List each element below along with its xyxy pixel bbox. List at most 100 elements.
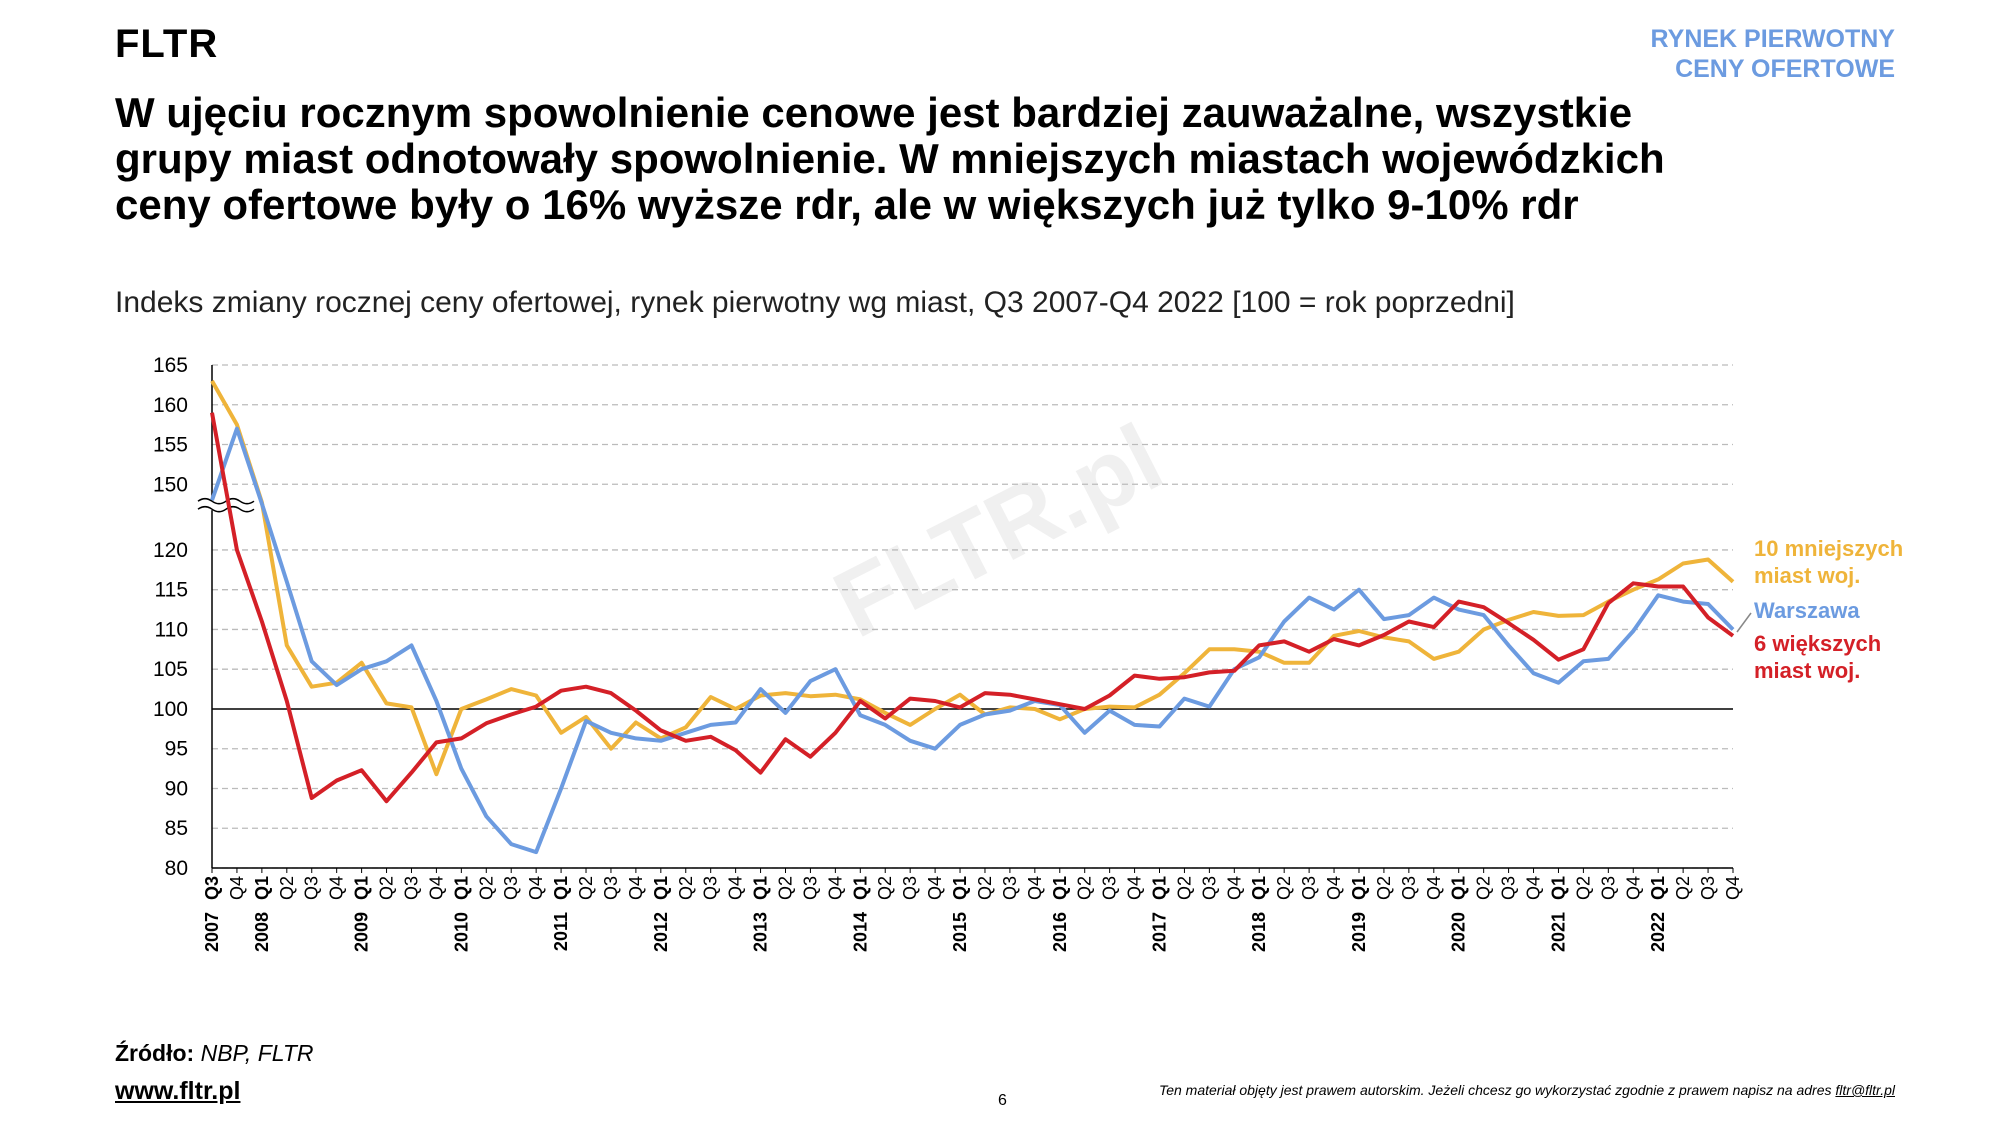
y-tick-label: 105	[153, 658, 188, 681]
x-tick-label: Q4	[925, 876, 945, 900]
section-tag: RYNEK PIERWOTNY CENY OFERTOWE	[1650, 25, 1895, 83]
year-label: 2018	[1249, 912, 1269, 952]
x-tick-label: Q4	[526, 876, 546, 900]
x-tick-label: Q1	[1548, 876, 1568, 900]
x-tick-label: Q3	[202, 876, 222, 900]
y-tick-label: 120	[153, 539, 188, 562]
x-tick-label: Q4	[726, 876, 746, 900]
year-label: 2014	[850, 912, 870, 952]
year-label: 2021	[1548, 912, 1568, 952]
year-label: 2020	[1449, 912, 1469, 952]
x-tick-label: Q2	[1374, 876, 1394, 900]
year-label: 2013	[751, 912, 771, 952]
y-tick-label: 90	[165, 777, 188, 800]
axis-break	[197, 497, 255, 505]
x-tick-label: Q4	[1025, 876, 1045, 900]
series-line	[210, 379, 1735, 777]
x-tick-label: Q1	[950, 876, 970, 900]
x-tick-label: Q1	[1648, 876, 1668, 900]
x-tick-label: Q3	[1698, 876, 1718, 900]
x-tick-label: Q3	[1100, 876, 1120, 900]
x-tick-label: Q1	[551, 876, 571, 900]
source-text: NBP, FLTR	[200, 1040, 314, 1066]
x-tick-label: Q3	[302, 876, 322, 900]
x-tick-label: Q1	[751, 876, 771, 900]
x-tick-label: Q2	[875, 876, 895, 900]
x-tick-label: Q2	[775, 876, 795, 900]
x-tick-label: Q3	[1199, 876, 1219, 900]
x-tick-label: Q1	[1249, 876, 1269, 900]
x-tick-label: Q1	[850, 876, 870, 900]
x-tick-label: Q3	[1499, 876, 1519, 900]
year-label: 2010	[451, 912, 471, 952]
year-label: 2022	[1648, 912, 1668, 952]
year-label: 2019	[1349, 912, 1369, 952]
x-tick-label: Q4	[426, 876, 446, 900]
brand: FLTR	[115, 22, 219, 66]
leader-line	[1736, 612, 1752, 633]
x-tick-label: Q4	[1424, 876, 1444, 900]
x-tick-label: Q1	[1449, 876, 1469, 900]
series-label: 6 większych miast woj.	[1754, 631, 1882, 683]
y-tick-label: 85	[165, 817, 188, 840]
x-tick-label: Q3	[401, 876, 421, 900]
source: Źródło: NBP, FLTR	[115, 1040, 314, 1067]
footer-text: Ten materiał objęty jest prawem autorski…	[1158, 1082, 1836, 1098]
x-tick-label: Q2	[1474, 876, 1494, 900]
x-tick-label: Q2	[277, 876, 297, 900]
series-label: 10 mniejszych miast woj.	[1754, 536, 1904, 588]
x-tick-label: Q3	[900, 876, 920, 900]
series-line	[210, 426, 1735, 855]
x-tick-label: Q4	[1125, 876, 1145, 900]
x-tick-label: Q4	[626, 876, 646, 900]
y-tick-label: 110	[155, 618, 188, 641]
x-tick-label: Q2	[1274, 876, 1294, 900]
series-label: Warszawa	[1754, 598, 1860, 623]
x-tick-label: Q2	[377, 876, 397, 900]
x-tick-label: Q2	[676, 876, 696, 900]
footer-email[interactable]: fltr@fltr.pl	[1835, 1082, 1895, 1098]
year-label: 2012	[651, 912, 671, 952]
series-line	[210, 412, 1735, 804]
x-tick-label: Q3	[800, 876, 820, 900]
y-tick-label: 155	[153, 434, 188, 457]
year-label: 2008	[252, 912, 272, 952]
x-tick-label: Q2	[975, 876, 995, 900]
x-tick-label: Q3	[601, 876, 621, 900]
x-tick-label: Q4	[327, 876, 347, 900]
x-tick-label: Q4	[1524, 876, 1544, 900]
x-tick-label: Q4	[825, 876, 845, 900]
y-tick-label: 160	[153, 394, 188, 417]
watermark: FLTR.pl	[818, 404, 1179, 658]
axis-break	[197, 505, 255, 513]
x-tick-label: Q3	[701, 876, 721, 900]
year-label: 2016	[1050, 912, 1070, 952]
x-tick-label: Q3	[1399, 876, 1419, 900]
x-tick-label: Q4	[227, 876, 247, 900]
x-tick-label: Q4	[1723, 876, 1743, 900]
year-label: 2007	[202, 912, 222, 952]
website[interactable]: www.fltr.pl	[115, 1077, 241, 1105]
x-tick-label: Q1	[352, 876, 372, 900]
x-tick-label: Q2	[576, 876, 596, 900]
x-tick-label: Q1	[1050, 876, 1070, 900]
x-tick-label: Q2	[1573, 876, 1593, 900]
source-label: Źródło:	[115, 1040, 195, 1066]
page-number: 6	[998, 1092, 1007, 1109]
x-tick-label: Q3	[501, 876, 521, 900]
x-tick-label: Q2	[1174, 876, 1194, 900]
x-tick-label: Q1	[651, 876, 671, 900]
footer-note: Ten materiał objęty jest prawem autorski…	[1159, 1082, 1895, 1098]
y-tick-label: 95	[165, 738, 188, 761]
chart-title: W ujęciu rocznym spowolnienie cenowe jes…	[115, 89, 1665, 228]
x-tick-label: Q4	[1623, 876, 1643, 900]
x-tick-label: Q3	[1598, 876, 1618, 900]
x-tick-label: Q3	[1000, 876, 1020, 900]
y-tick-label: 115	[155, 579, 188, 602]
x-tick-label: Q3	[1299, 876, 1319, 900]
y-tick-label: 165	[153, 354, 188, 377]
x-tick-label: Q2	[1075, 876, 1095, 900]
x-tick-label: Q4	[1224, 876, 1244, 900]
